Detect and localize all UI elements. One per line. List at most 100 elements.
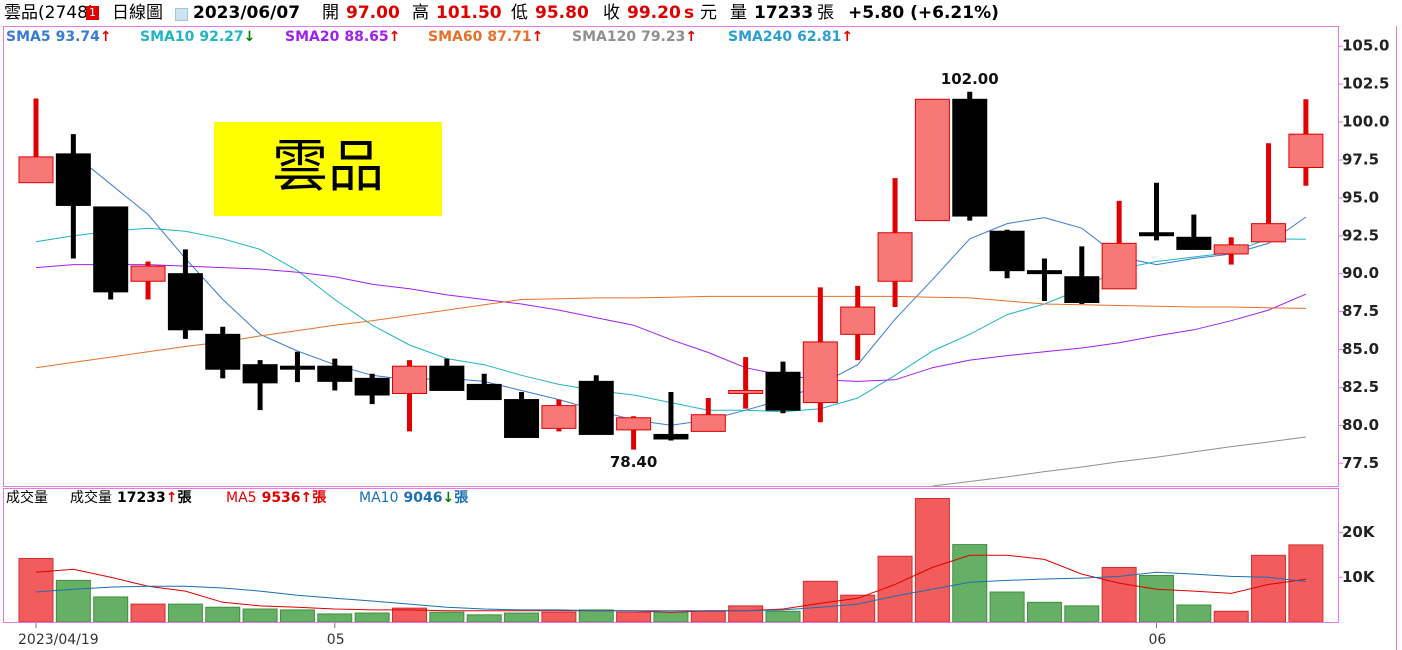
volume-bar — [653, 611, 689, 622]
candle-body — [877, 232, 913, 282]
watermark-box — [214, 122, 442, 216]
candle-body — [504, 399, 540, 438]
legend-arrow: ↑ — [841, 29, 853, 45]
candle-body — [1176, 236, 1212, 250]
legend-arrow: ↑ — [685, 29, 697, 45]
high-label: 高 — [412, 3, 429, 23]
legend-entry: MA5 9536↑張 — [226, 490, 327, 506]
candle-body — [392, 365, 427, 394]
x-tick-label: 06 — [1149, 632, 1167, 648]
volume-bar — [18, 557, 54, 622]
candle-body — [354, 377, 390, 396]
volume-bar — [279, 609, 315, 622]
legend-name: SMA10 — [140, 29, 195, 45]
candle-body — [914, 98, 950, 222]
candle-body — [130, 265, 166, 282]
candle-body — [279, 365, 315, 370]
volume-tick-label: 10K — [1342, 568, 1376, 586]
legend-entry: SMA120 79.23↑ — [572, 29, 697, 45]
volume-bar — [877, 555, 913, 622]
candle-body — [55, 153, 91, 206]
price-frame — [3, 26, 1339, 487]
ma-line — [932, 436, 1306, 486]
volume-bar — [317, 613, 353, 622]
candle-body — [952, 98, 988, 217]
candle-body — [167, 273, 203, 331]
candle-body — [466, 383, 502, 401]
y-tick-label: 90.0 — [1342, 264, 1379, 282]
period[interactable]: 日線圖 — [112, 3, 163, 23]
volume-bar — [914, 498, 950, 622]
legend-unit: 張 — [454, 490, 469, 506]
y-tick-label: 100.0 — [1342, 113, 1389, 131]
legend-value: 88.65 — [344, 29, 388, 45]
overlay: 77.5 80.0 82.5 85.0 87.5 90.0 92.5 95.0 97.5 100.… — [6, 29, 1389, 648]
close: 99.20 — [627, 3, 681, 23]
legend-entry: MA10 9046↓張 — [359, 490, 469, 506]
watermark: 雲品 — [272, 135, 384, 200]
candle-body — [1139, 232, 1174, 237]
volume-bar — [1213, 610, 1249, 622]
candle-body — [1213, 244, 1249, 255]
close-flag: s — [684, 3, 695, 23]
low-label: 低 — [511, 3, 528, 23]
open-label: 開 — [322, 3, 339, 23]
volume-bar — [952, 544, 988, 622]
ma-line — [35, 264, 1307, 382]
candle-body — [840, 306, 876, 335]
period-toggle[interactable] — [175, 8, 188, 21]
volume-tick-label: 20K — [1342, 523, 1376, 541]
candle-body — [1288, 133, 1324, 169]
legend-arrow: ↑ — [389, 29, 401, 45]
y-tick-label: 95.0 — [1342, 188, 1379, 206]
candle-body — [616, 417, 652, 431]
legend-arrow: ↑ — [532, 29, 544, 45]
legend-arrow: ↑ — [166, 490, 178, 506]
volume-unit: 張 — [817, 3, 834, 23]
quote-header: 雲品(2748) 1 日線圖 2023/06/07 開 97.00 高 101.… — [0, 0, 1402, 26]
volume-bar — [728, 605, 764, 622]
candle-body — [205, 333, 241, 370]
volume-bar — [130, 603, 166, 622]
candle-body — [1026, 270, 1062, 275]
open: 97.00 — [346, 3, 400, 23]
legend-name: SMA60 — [428, 29, 483, 45]
legend-unit: 張 — [312, 490, 327, 506]
volume-bar — [989, 591, 1025, 622]
volume-bar — [765, 610, 801, 622]
legend-name: SMA240 — [728, 29, 792, 45]
high: 101.50 — [436, 3, 502, 23]
volume-bar — [1251, 554, 1287, 622]
currency: 元 — [700, 3, 717, 23]
y-tick-label: 105.0 — [1342, 37, 1389, 55]
legend-arrow: ↑ — [100, 29, 112, 45]
volume-bar — [429, 611, 465, 622]
candle-body — [653, 433, 689, 440]
y-tick-label: 92.5 — [1342, 226, 1379, 244]
volume-legend-title: 成交量 — [6, 489, 48, 506]
ma-line — [35, 295, 1306, 369]
candle-body — [429, 365, 465, 391]
ma-line — [72, 153, 1307, 426]
candle-body — [1251, 223, 1287, 243]
volume-bar — [205, 606, 241, 622]
legend-value: 9536 — [262, 490, 301, 506]
legend-entry: SMA10 92.27↓ — [140, 29, 255, 45]
y-tick-label: 87.5 — [1342, 302, 1379, 320]
legend-value: 9046 — [403, 490, 442, 506]
legend-name: 成交量 — [70, 489, 112, 506]
legend-value: 92.27 — [199, 29, 243, 45]
y-tick-label: 102.5 — [1342, 75, 1389, 93]
y-tick-label: 77.5 — [1342, 454, 1379, 472]
legend-value: 93.74 — [56, 29, 101, 45]
legend-unit: 張 — [177, 490, 192, 506]
candle-body — [1064, 276, 1100, 303]
badge: 1 — [86, 6, 99, 20]
volume: 17233 — [754, 3, 814, 23]
candle-body — [93, 206, 129, 293]
volume-bar — [242, 608, 278, 622]
volume-bar — [1064, 605, 1100, 622]
volume-bar — [1288, 544, 1324, 622]
legend-value: 87.71 — [487, 29, 531, 45]
